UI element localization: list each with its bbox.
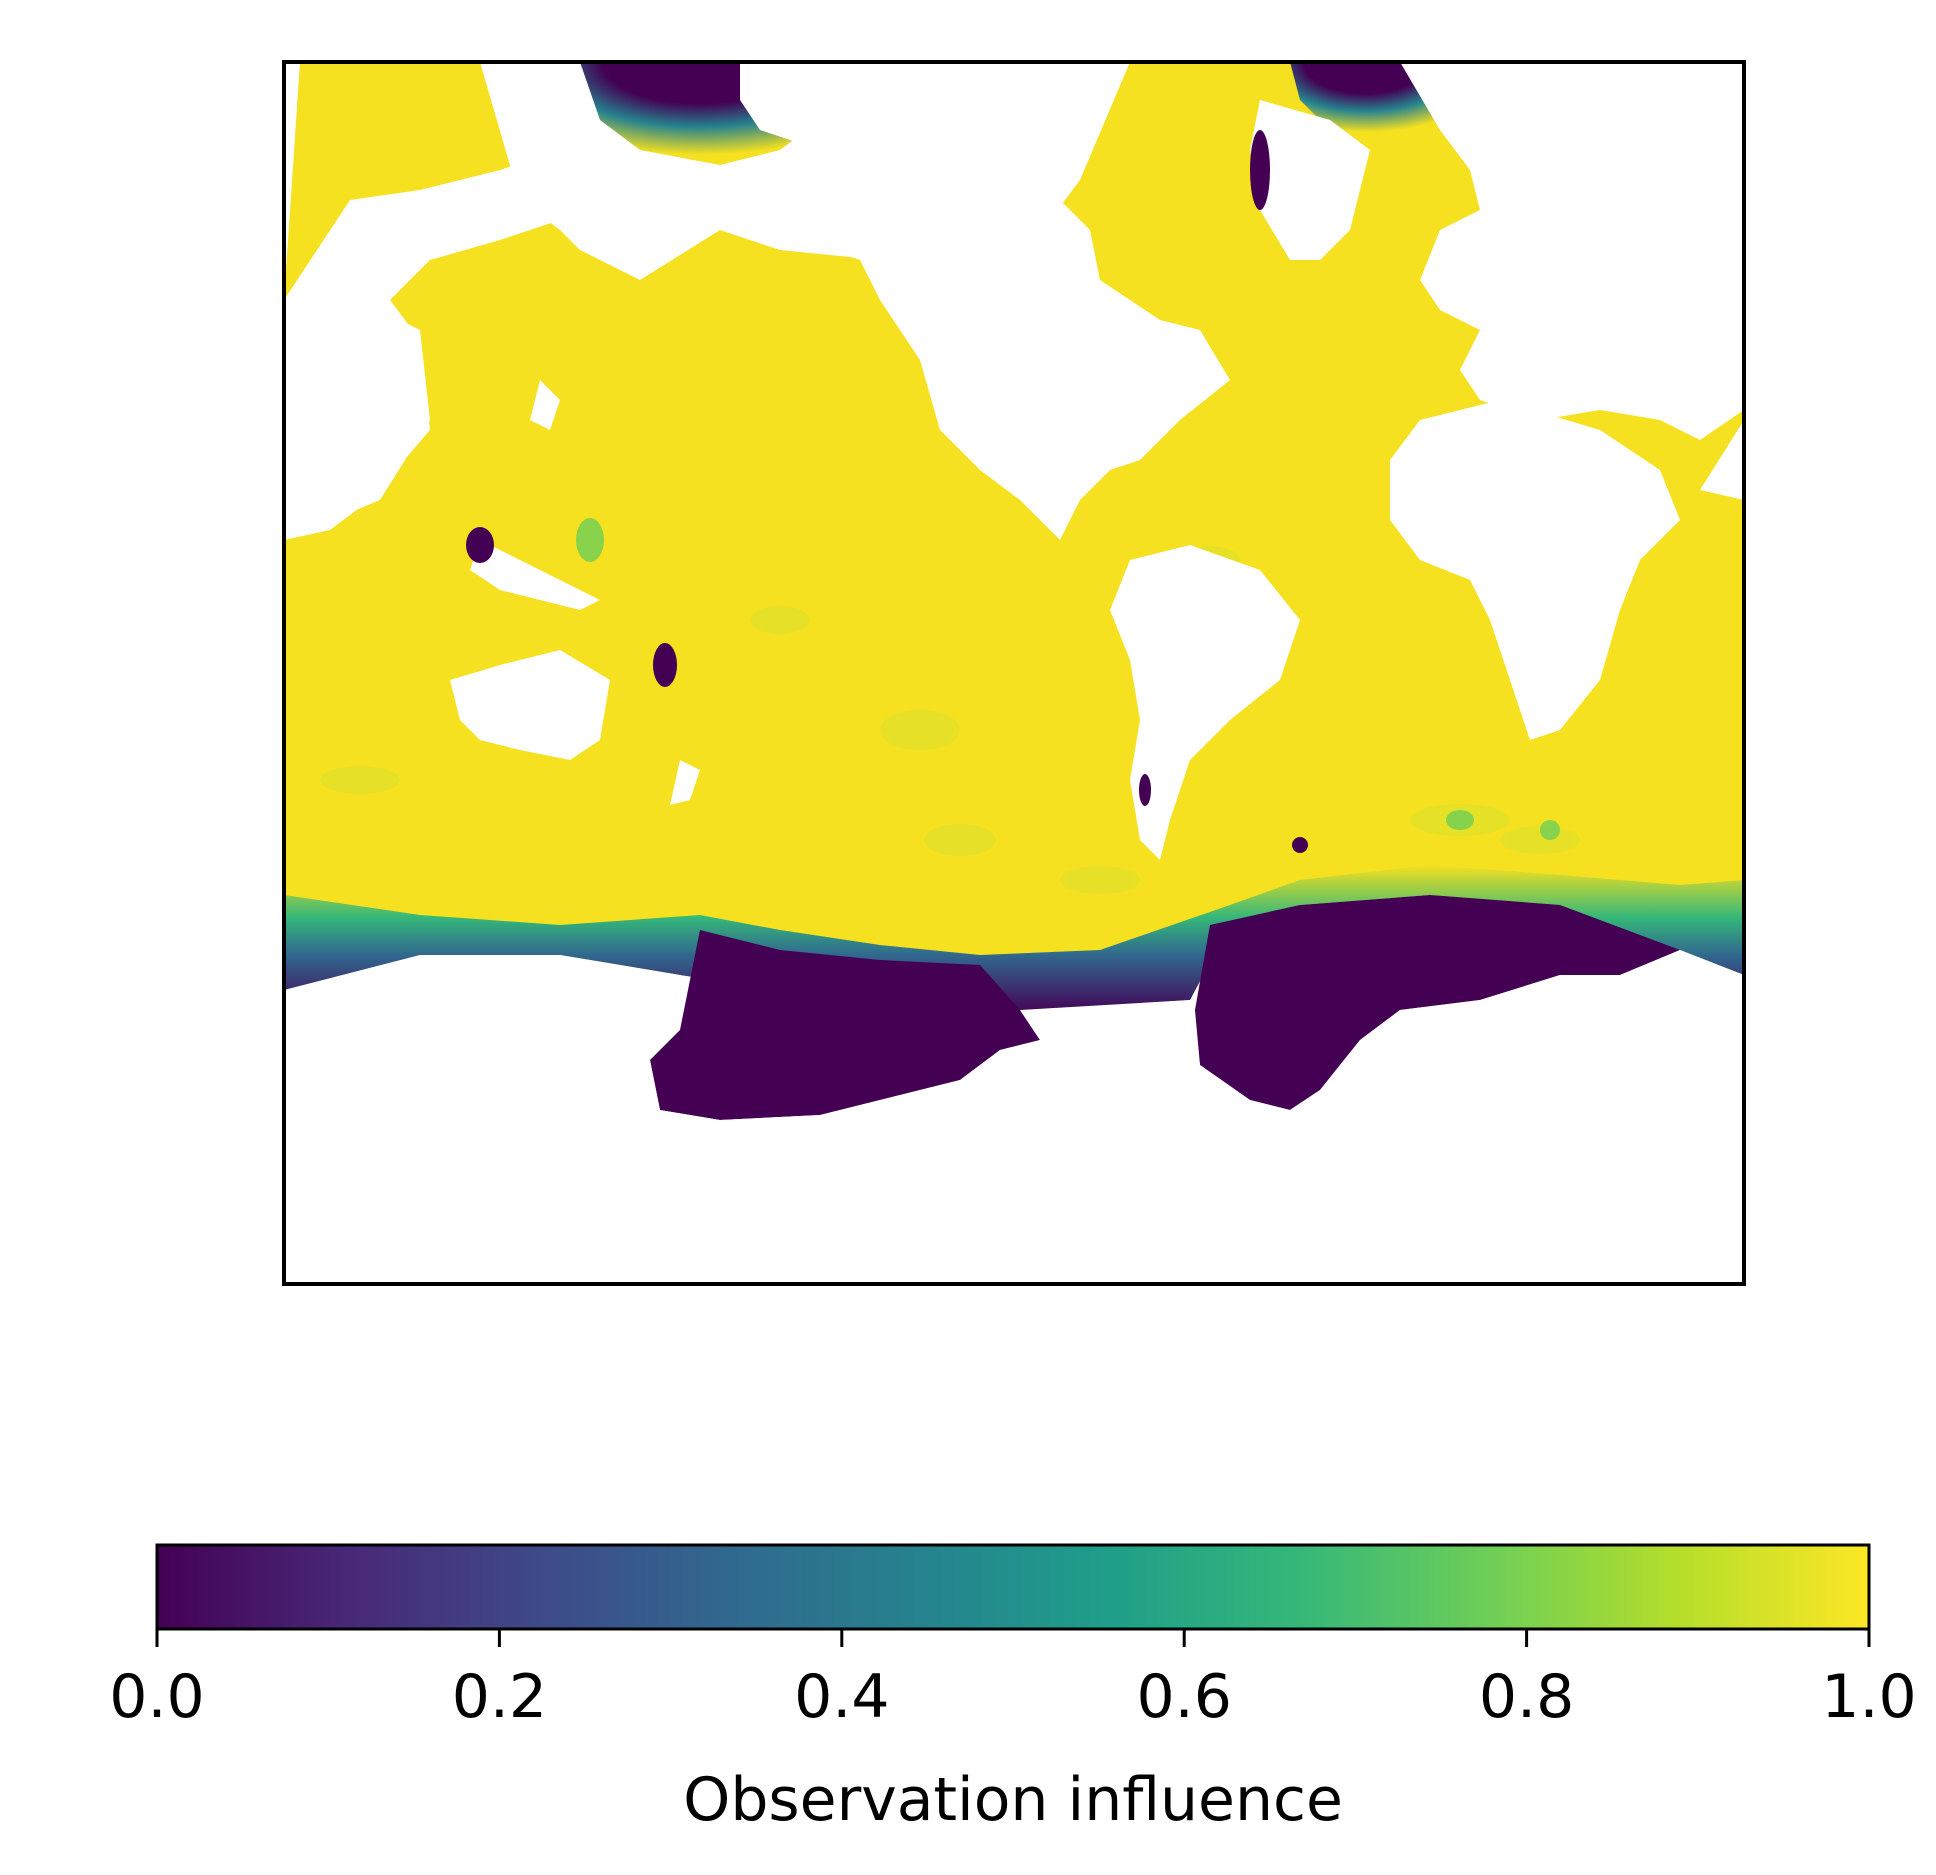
greenland bbox=[1250, 100, 1370, 260]
southern-ocean-band bbox=[284, 865, 1744, 1015]
colorbar-tick-label: 1.0 bbox=[1821, 1662, 1916, 1732]
weddell-low-influence bbox=[1195, 895, 1680, 1110]
colorbar-bar bbox=[155, 1543, 1871, 1631]
australia bbox=[450, 650, 610, 760]
colorbar-tick-label: 0.4 bbox=[794, 1662, 889, 1732]
africa bbox=[1390, 400, 1680, 740]
japan bbox=[530, 380, 560, 430]
ocean-field bbox=[284, 62, 1744, 1015]
coastal-low-influence bbox=[466, 130, 1308, 853]
ocean-texture-green bbox=[576, 518, 1560, 840]
colorbar-tick-label: 0.0 bbox=[109, 1662, 204, 1732]
new-zealand bbox=[670, 760, 700, 805]
colorbar-tick-label: 0.8 bbox=[1479, 1662, 1574, 1732]
colorbar: 0.0 0.2 0.4 0.6 0.8 1.0 Observation influence bbox=[109, 1543, 1917, 1835]
north-america bbox=[760, 150, 1230, 540]
eurasia-west bbox=[284, 150, 740, 540]
colorbar-tick-label: 0.2 bbox=[452, 1662, 547, 1732]
antarctica-west bbox=[284, 955, 700, 1284]
map-frame bbox=[282, 60, 1746, 1286]
maritime-continent bbox=[470, 540, 600, 610]
map-panel bbox=[284, 62, 1744, 1284]
alaska-canada-north bbox=[740, 62, 900, 150]
antarctic-shelf-low-influence bbox=[650, 930, 1040, 1120]
colorbar-label: Observation influence bbox=[683, 1765, 1343, 1835]
antarctica-center bbox=[660, 950, 1744, 1284]
eurasia-east bbox=[1400, 62, 1744, 440]
colorbar-ticks: 0.0 0.2 0.4 0.6 0.8 1.0 bbox=[109, 1629, 1917, 1732]
land bbox=[284, 62, 1744, 1284]
colorbar-tick-label: 0.6 bbox=[1136, 1662, 1231, 1732]
south-america bbox=[1110, 545, 1300, 860]
